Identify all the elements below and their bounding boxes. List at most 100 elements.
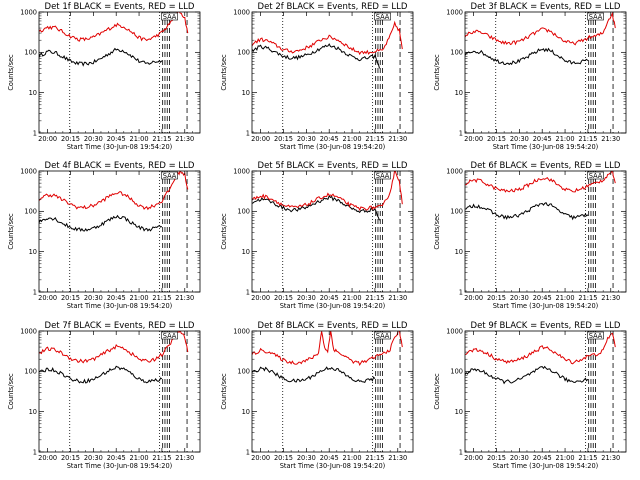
- panel-title: Det 2f BLACK = Events, RED = LLD: [258, 2, 408, 12]
- plot-frame: [38, 170, 201, 293]
- x-tick-label: 20:00: [464, 135, 483, 143]
- plot-frame: [464, 330, 627, 453]
- panel-title: Det 7f BLACK = Events, RED = LLD: [45, 321, 195, 331]
- panel-title: Det 9f BLACK = Events, RED = LLD: [471, 321, 621, 331]
- x-axis-label: Start Time (30-Jun-08 19:54:20): [67, 462, 173, 470]
- series-line-events: [465, 365, 589, 385]
- x-tick-label: 21:00: [556, 454, 575, 462]
- series-line-lld: [252, 331, 403, 367]
- x-tick-label: 20:45: [533, 454, 552, 462]
- x-tick-label: 20:00: [38, 135, 57, 143]
- x-axis-label: Start Time (30-Jun-08 19:54:20): [67, 302, 173, 310]
- x-axis-label: Start Time (30-Jun-08 19:54:20): [280, 143, 386, 151]
- panel-det-5f: Det 5f BLACK = Events, RED = LLD 1 10 100 10…: [220, 161, 414, 310]
- series-line-events: [39, 214, 163, 232]
- x-tick-label: 20:15: [61, 294, 80, 302]
- x-tick-label: 20:00: [251, 294, 270, 302]
- y-tick-label: 1000: [20, 8, 37, 16]
- x-axis-label: Start Time (30-Jun-08 19:54:20): [67, 143, 173, 151]
- panel-det-9f: Det 9f BLACK = Events, RED = LLD 1 10 100 10…: [433, 321, 627, 470]
- x-tick-label: 21:30: [388, 454, 407, 462]
- y-tick-label: 10: [242, 248, 250, 256]
- saa-label-box: [374, 12, 391, 21]
- x-tick-label: 21:00: [130, 294, 149, 302]
- x-tick-label: 21:00: [556, 294, 575, 302]
- y-tick-label: 1000: [233, 327, 250, 335]
- x-tick-label: 21:00: [556, 135, 575, 143]
- x-tick-label: 20:30: [510, 294, 529, 302]
- panel-det-1f: Det 1f BLACK = Events, RED = LLD 1 10 100 10…: [7, 2, 201, 151]
- y-axis-label: Counts/sec: [220, 213, 228, 250]
- saa-label: SAA: [376, 13, 390, 21]
- series-line-lld: [39, 331, 189, 364]
- x-tick-label: 20:00: [38, 454, 57, 462]
- panel-title: Det 1f BLACK = Events, RED = LLD: [45, 2, 195, 12]
- plot-frame: [464, 170, 627, 293]
- saa-label: SAA: [376, 332, 390, 340]
- x-tick-label: 21:00: [343, 135, 362, 143]
- y-tick-label: 100: [24, 208, 37, 216]
- x-tick-label: 21:00: [343, 294, 362, 302]
- panel-det-7f: Det 7f BLACK = Events, RED = LLD 1 10 100 10…: [7, 321, 201, 470]
- panel-title: Det 4f BLACK = Events, RED = LLD: [45, 161, 195, 171]
- y-tick-label: 100: [237, 368, 250, 376]
- x-tick-label: 21:00: [130, 454, 149, 462]
- x-tick-label: 20:45: [107, 294, 126, 302]
- y-tick-label: 100: [237, 208, 250, 216]
- x-tick-label: 20:15: [274, 135, 293, 143]
- y-tick-label: 10: [242, 408, 250, 416]
- saa-label: SAA: [163, 13, 177, 21]
- series-line-events: [252, 43, 380, 69]
- y-axis-label: Counts/sec: [7, 373, 15, 410]
- y-tick-label: 1: [246, 288, 250, 296]
- plot-area: [465, 12, 616, 133]
- x-tick-label: 21:00: [130, 135, 149, 143]
- x-tick-label: 20:00: [464, 294, 483, 302]
- plot-frame: [251, 170, 414, 293]
- panel-det-6f: Det 6f BLACK = Events, RED = LLD 1 10 100 10…: [433, 161, 627, 310]
- y-tick-label: 1000: [20, 167, 37, 175]
- plot-area: [465, 171, 616, 292]
- y-tick-label: 1: [33, 129, 37, 137]
- panel-title: Det 3f BLACK = Events, RED = LLD: [471, 2, 621, 12]
- x-tick-label: 21:15: [152, 454, 171, 462]
- y-axis-label: Counts/sec: [433, 373, 441, 410]
- x-tick-label: 20:30: [84, 294, 103, 302]
- x-tick-label: 21:30: [601, 294, 620, 302]
- y-axis-label: Counts/sec: [220, 54, 228, 91]
- y-tick-label: 100: [24, 49, 37, 57]
- y-tick-label: 1000: [20, 327, 37, 335]
- series-line-events: [252, 366, 376, 384]
- x-tick-label: 20:30: [84, 454, 103, 462]
- x-tick-label: 21:15: [578, 454, 597, 462]
- x-tick-label: 21:00: [343, 454, 362, 462]
- plot-area: [252, 12, 403, 133]
- y-tick-label: 1000: [446, 8, 463, 16]
- x-tick-label: 21:30: [175, 294, 194, 302]
- series-line-lld: [465, 171, 616, 193]
- x-tick-label: 20:30: [297, 454, 316, 462]
- y-tick-label: 1: [459, 288, 463, 296]
- y-tick-label: 10: [29, 408, 37, 416]
- x-tick-label: 21:15: [578, 135, 597, 143]
- x-tick-label: 20:00: [251, 454, 270, 462]
- y-tick-label: 1: [459, 129, 463, 137]
- saa-label: SAA: [163, 172, 177, 180]
- x-tick-label: 20:45: [320, 454, 339, 462]
- series-line-lld: [39, 12, 189, 42]
- x-tick-label: 20:30: [510, 135, 529, 143]
- x-tick-label: 21:15: [365, 454, 384, 462]
- x-tick-label: 20:30: [84, 135, 103, 143]
- x-tick-label: 20:15: [61, 454, 80, 462]
- y-tick-label: 1: [33, 288, 37, 296]
- y-tick-label: 10: [455, 89, 463, 97]
- y-tick-label: 1000: [446, 327, 463, 335]
- saa-label-box: [374, 331, 391, 340]
- series-line-lld: [465, 332, 616, 365]
- x-tick-label: 20:30: [297, 135, 316, 143]
- series-line-events: [39, 365, 163, 384]
- x-tick-label: 21:30: [175, 135, 194, 143]
- x-axis-label: Start Time (30-Jun-08 19:54:20): [493, 462, 599, 470]
- saa-label: SAA: [589, 13, 603, 21]
- series-line-events: [39, 47, 163, 67]
